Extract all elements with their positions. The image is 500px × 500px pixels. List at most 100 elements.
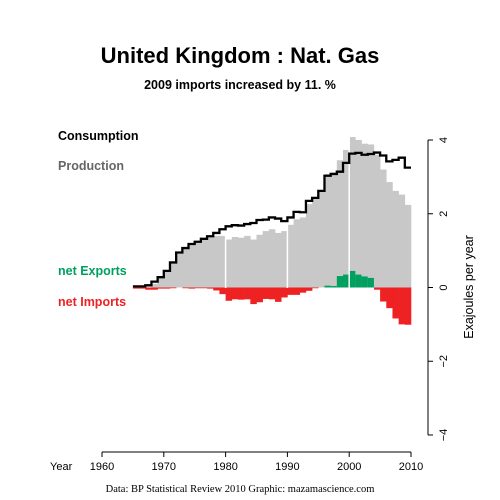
net-exports-bar [361,276,369,288]
production-bar [256,234,263,288]
production-bar [404,204,412,288]
plot-area [132,137,412,325]
production-bar [318,190,325,288]
production-bar [336,160,344,288]
net-exports-bar [336,276,344,288]
production-bar [268,229,276,288]
legend-production: Production [58,159,124,173]
production-bar [163,272,171,288]
net-exports-bar [324,285,331,288]
production-bar [361,143,369,288]
net-imports-bar [380,287,387,302]
y-tick-label: 4 [438,137,450,143]
net-imports-bar [219,287,226,295]
production-bar [231,236,239,288]
net-imports-bar [312,287,319,289]
production-bar [293,219,301,288]
net-imports-bar [398,287,406,325]
net-imports-bar [404,287,412,325]
production-bar [213,235,220,288]
y-axis: −4 −2 0 2 4 [427,137,450,441]
production-bar [324,173,331,288]
net-imports-bar [299,287,307,293]
production-bar [207,237,214,288]
production-bar [343,149,350,288]
net-imports-bar [231,287,239,300]
net-imports-bar [182,287,189,289]
net-imports-bar [163,287,171,289]
net-imports-bar [392,287,399,319]
production-bar [392,190,399,288]
net-imports-bar [200,287,208,289]
x-tick-label: 1960 [90,461,114,473]
production-bar [380,169,387,288]
net-imports-bar [132,287,140,289]
x-tick-label: 1990 [275,461,299,473]
net-imports-bar [139,287,146,289]
x-axis-label: Year [50,461,73,473]
production-bar [281,231,288,288]
net-imports-bar [386,287,393,309]
production-bar [398,194,406,288]
production-bar [373,154,381,288]
y-tick-label: 0 [438,284,450,290]
production-bar [225,239,233,288]
production-bar [188,245,195,288]
net-exports-bar [343,274,350,288]
net-imports-bar [287,287,294,295]
legend-net-imports: net Imports [58,295,126,309]
net-imports-bar [275,287,282,302]
production-bar [305,204,313,288]
net-imports-bar [188,287,195,289]
net-imports-bar [281,287,288,298]
production-bar [169,263,177,288]
net-exports-bar [330,286,338,288]
net-imports-bar [207,287,214,289]
production-bar [287,224,294,288]
net-imports-bar [256,287,263,303]
net-imports-bar [194,287,202,289]
net-imports-bar [213,287,220,291]
production-bar [262,231,270,288]
production-bar [200,239,208,288]
production-bar [182,248,189,288]
net-imports-bar [293,287,301,295]
x-tick-label: 1970 [152,461,176,473]
net-imports-bar [244,287,251,300]
production-bar [219,235,226,288]
data-source: Data: BP Statistical Review 2010 Graphic… [106,484,375,495]
chart-title: United Kingdom : Nat. Gas [101,43,380,68]
production-bar [386,182,393,288]
net-imports-bar [169,287,177,289]
net-imports-bar [373,287,381,290]
net-imports-bar [305,287,313,291]
x-axis: 1960 1970 1980 1990 2000 2010 [90,451,423,473]
consumption-line [132,151,411,288]
y-axis-label: Exajoules per year [462,235,476,339]
x-tick-label: 2000 [337,461,361,473]
x-tick-label: 2010 [399,461,423,473]
production-bar [349,137,356,288]
net-imports-bar [151,287,158,290]
net-imports-bar [225,287,233,301]
production-bar [237,237,245,288]
net-exports-bar [367,277,375,288]
net-imports-bar [157,287,165,289]
net-imports-bar [250,287,257,305]
production-bar [355,140,362,288]
legend-consumption: Consumption [58,129,139,143]
legend-net-exports: net Exports [58,264,127,278]
net-exports-bar [349,270,356,288]
production-bar [312,198,319,288]
production-bar [299,217,307,288]
net-exports-bar [355,274,362,288]
x-tick-label: 1980 [213,461,237,473]
production-bar [244,235,251,288]
production-bar [330,172,338,288]
net-imports-bar [237,287,245,300]
production-bar [250,239,257,288]
production-bar [176,252,183,288]
net-imports-bar [262,287,270,299]
